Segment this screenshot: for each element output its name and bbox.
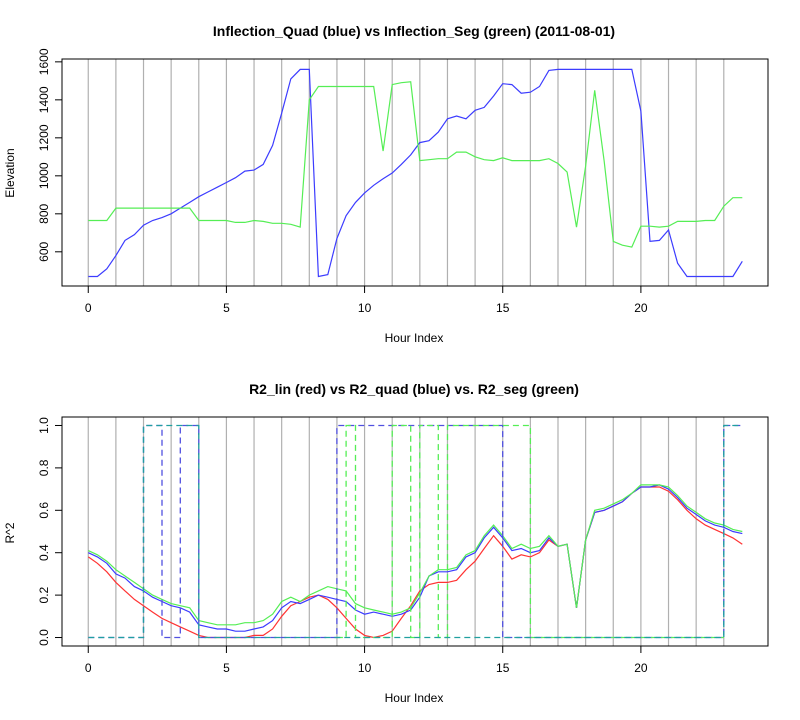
y-axis-label: R^2 (3, 522, 17, 543)
y-tick-label: 0.8 (37, 459, 51, 476)
y-tick-label: 600 (37, 241, 51, 261)
x-tick-label: 10 (358, 661, 372, 675)
series-blue-line (88, 484, 743, 632)
y-tick-label: 800 (37, 203, 51, 223)
plot-frame (61, 416, 769, 647)
series-green-line (88, 81, 743, 248)
y-tick-label: 0.6 (37, 502, 51, 519)
x-tick-label: 10 (358, 301, 372, 315)
x-axis-label: Hour Index (385, 331, 444, 345)
chart-title: Inflection_Quad (blue) vs Inflection_Seg… (213, 23, 615, 39)
y-tick-label: 1600 (37, 48, 51, 75)
series-dash_blue-line (88, 424, 743, 639)
x-tick-label: 15 (496, 301, 510, 315)
elevation-chart: Inflection_Quad (blue) vs Inflection_Seg… (3, 23, 769, 345)
x-tick-label: 15 (496, 661, 510, 675)
y-tick-label: 1.0 (37, 417, 51, 434)
series-green-line (88, 484, 743, 626)
y-axis-label: Elevation (3, 148, 17, 197)
plot-frame (61, 58, 769, 287)
x-tick-label: 20 (634, 301, 648, 315)
x-tick-label: 5 (223, 301, 230, 315)
x-tick-label: 0 (85, 661, 92, 675)
x-tick-label: 20 (634, 661, 648, 675)
x-tick-label: 0 (85, 301, 92, 315)
series-red-line (87, 486, 743, 639)
x-tick-label: 5 (223, 661, 230, 675)
y-tick-label: 0.4 (37, 544, 51, 561)
y-tick-label: 1000 (37, 162, 51, 189)
series-dash_teal-line (88, 424, 743, 639)
y-tick-label: 0.2 (37, 586, 51, 603)
y-tick-label: 1400 (37, 86, 51, 113)
series-blue-line (88, 68, 743, 278)
y-tick-label: 0.0 (37, 629, 51, 646)
x-axis-label: Hour Index (385, 691, 444, 705)
chart-title: R2_lin (red) vs R2_quad (blue) vs. R2_se… (249, 381, 579, 397)
y-tick-label: 1200 (37, 124, 51, 151)
r2-chart: R2_lin (red) vs R2_quad (blue) vs. R2_se… (3, 381, 769, 705)
